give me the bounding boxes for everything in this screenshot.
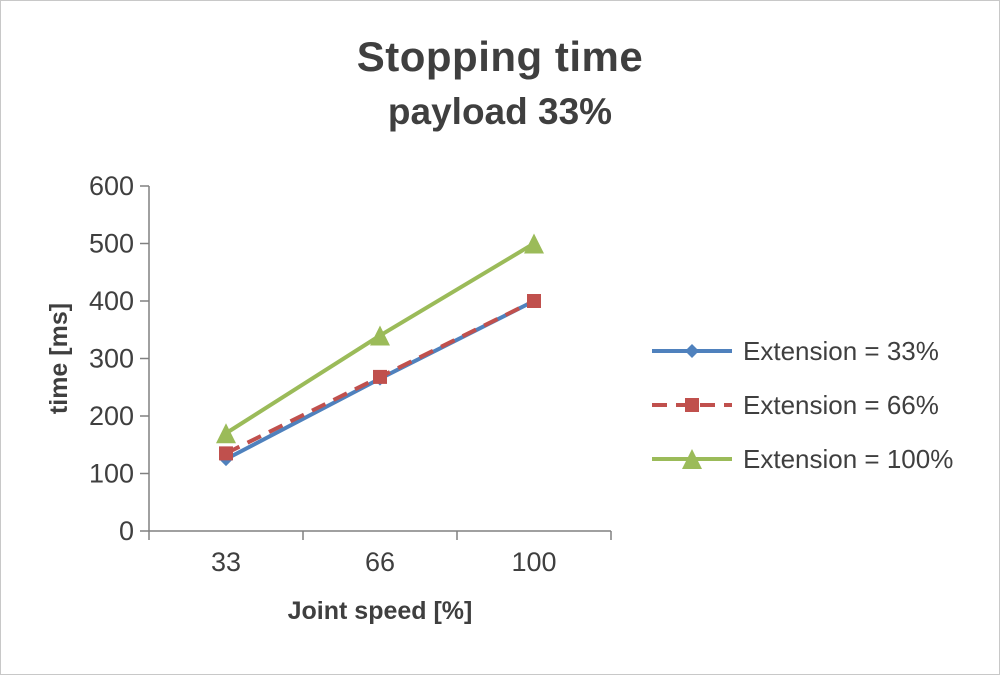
marker-square (219, 446, 233, 461)
y-tick-label: 300 (89, 344, 134, 374)
legend-label: Extension = 66% (743, 389, 939, 420)
marker-triangle (216, 423, 236, 444)
x-tick-label: 33 (211, 547, 241, 577)
y-tick-label: 400 (89, 286, 134, 316)
marker-square (373, 369, 387, 384)
marker-square (685, 398, 699, 412)
chart-subtitle: payload 33% (387, 91, 613, 132)
x-axis-title: Joint speed [%] (288, 597, 473, 625)
y-tick-label: 600 (89, 171, 134, 201)
chart-title: Stopping time (356, 33, 644, 80)
legend-item-extension-100: Extension = 100% (651, 442, 953, 476)
legend-item-extension-33: Extension = 33% (651, 334, 953, 368)
marker-diamond (685, 344, 699, 358)
legend-swatch-extension-100 (652, 449, 732, 469)
marker-triangle (524, 233, 544, 254)
y-axis-title: time [ms] (45, 303, 73, 414)
plot-area: 0 100 200 300 400 500 600 33 66 100 Joint speed [%… (45, 171, 612, 625)
legend-label: Extension = 33% (743, 335, 939, 366)
y-tick-label: 0 (119, 516, 134, 546)
y-tick-label: 200 (89, 401, 134, 431)
x-tick-label: 100 (511, 547, 556, 577)
x-tick-label: 66 (365, 547, 395, 577)
legend: Extension = 33% Extension = 66% Extensio… (651, 334, 953, 496)
legend-swatch-extension-66 (652, 398, 732, 412)
y-tick-label: 100 (89, 459, 134, 489)
legend-label: Extension = 100% (743, 443, 954, 474)
y-tick-label: 500 (89, 229, 134, 259)
marker-square (527, 294, 541, 308)
legend-item-extension-66: Extension = 66% (651, 388, 953, 422)
marker-triangle (370, 325, 390, 346)
marker-triangle (682, 449, 702, 469)
legend-swatch-extension-33 (652, 344, 732, 358)
